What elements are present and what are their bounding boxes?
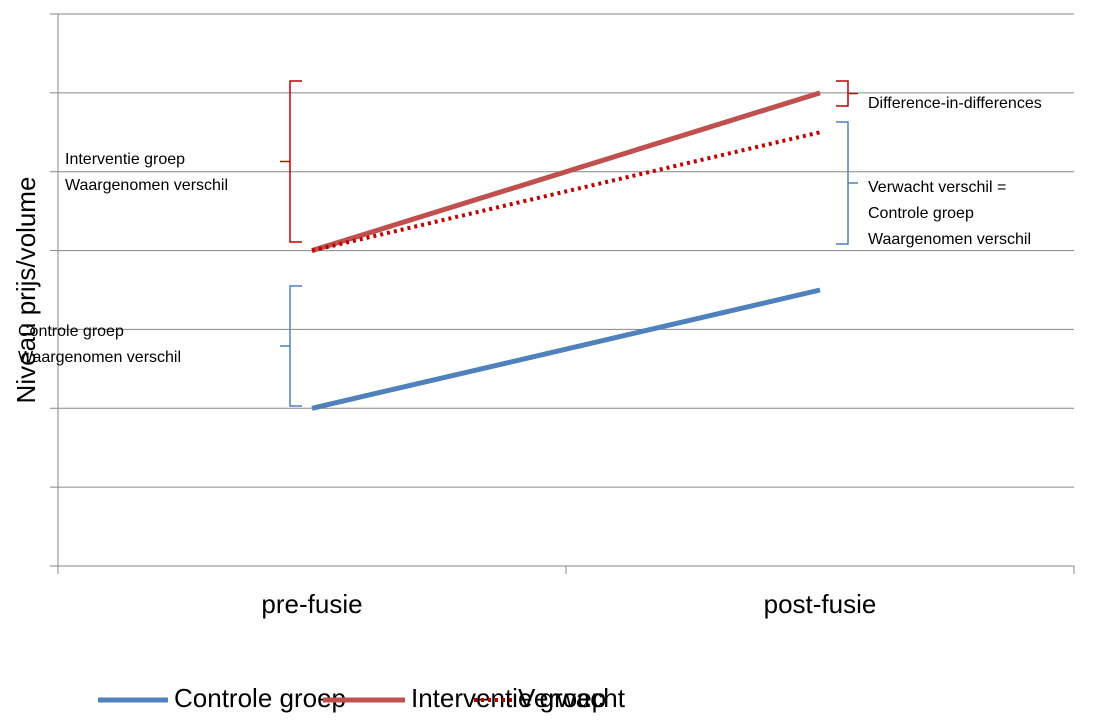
annotation-bracket <box>280 285 302 407</box>
annotation-bracket <box>836 121 858 245</box>
annotation-text: Difference-in-differences <box>868 95 1042 112</box>
x-tick-label: post-fusie <box>764 589 877 619</box>
annotation-text: Waargenomen verschil <box>18 349 181 366</box>
legend-label: Controle groep <box>174 683 346 713</box>
x-tick-label: pre-fusie <box>261 589 362 619</box>
annotation-bracket <box>280 80 302 243</box>
annotation-text: Waargenomen verschil <box>868 231 1031 248</box>
series-line <box>311 287 821 411</box>
y-axis-label: Niveau prijs/volume <box>11 177 41 404</box>
annotation-text: Verwacht verschil = <box>868 179 1006 196</box>
annotation-text: Controle groep <box>18 323 124 340</box>
series-line <box>311 90 821 253</box>
legend-label: Verwacht <box>518 683 626 713</box>
annotation-text: Waargenomen verschil <box>65 177 228 194</box>
annotation-text: Controle groep <box>868 205 974 222</box>
annotation-text: Interventie groep <box>65 151 185 168</box>
series-line <box>311 130 821 253</box>
legend-label: Interventie groep <box>411 683 606 713</box>
annotation-bracket <box>836 80 858 107</box>
